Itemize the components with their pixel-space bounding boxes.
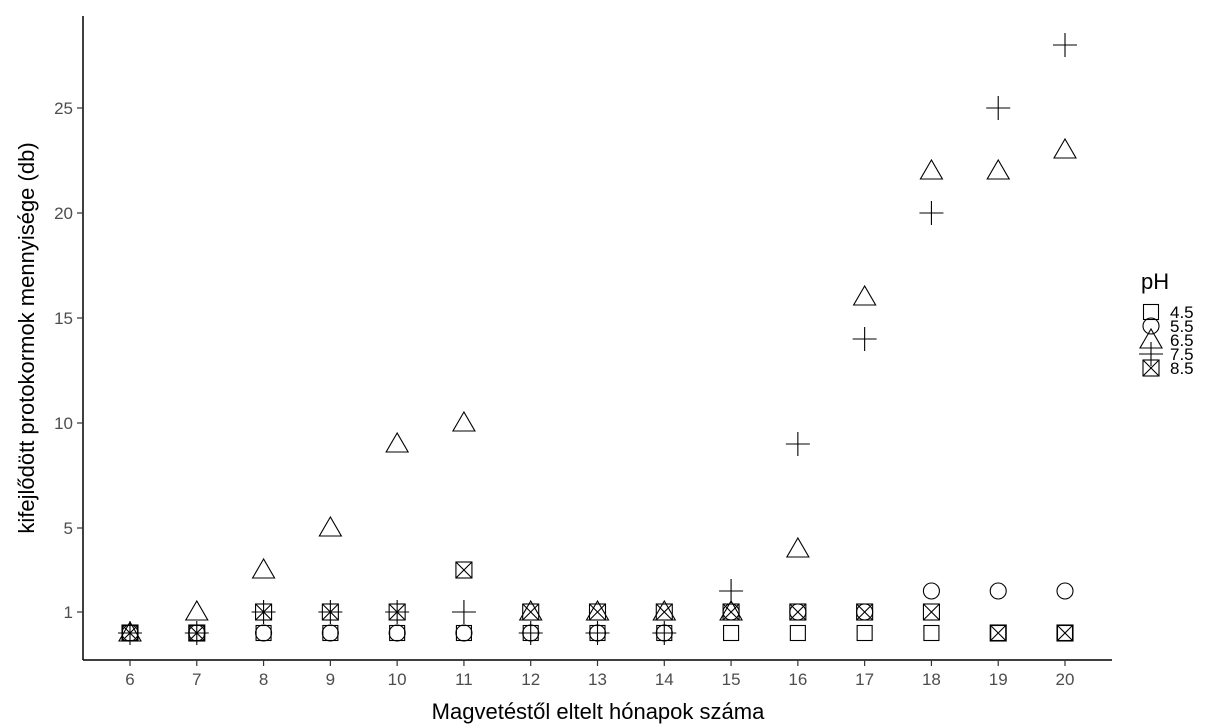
point-plus	[919, 201, 944, 225]
point-circle	[255, 624, 273, 642]
point-square-x	[655, 603, 673, 621]
y-tick-label: 20	[54, 204, 73, 223]
point-triangle	[251, 557, 276, 579]
legend: pH 4.55.56.57.58.5	[1139, 269, 1194, 378]
point-square-x	[121, 624, 139, 642]
point-square	[856, 624, 873, 642]
legend-key-square	[1142, 303, 1160, 321]
x-tick-label: 15	[722, 670, 741, 689]
legend-label: 4.5	[1170, 303, 1194, 322]
x-tick-label: 20	[1056, 670, 1075, 689]
point-plus	[986, 96, 1011, 120]
x-tick-label: 6	[125, 670, 134, 689]
point-circle	[989, 582, 1007, 600]
point-square-x	[722, 603, 740, 621]
x-tick-label: 10	[388, 670, 407, 689]
x-tick-label: 11	[455, 670, 473, 689]
y-tick-label: 15	[54, 309, 73, 328]
point-circle	[1056, 582, 1074, 600]
point-circle	[321, 624, 339, 642]
point-triangle	[1053, 137, 1077, 159]
point-triangle	[785, 536, 810, 558]
point-square-x	[522, 603, 540, 621]
point-plus	[585, 621, 610, 645]
point-square-x	[789, 603, 807, 621]
point-plus	[719, 579, 744, 603]
x-tick-label: 17	[855, 670, 874, 689]
point-square	[255, 624, 272, 642]
point-plus	[518, 621, 543, 645]
point-circle	[455, 624, 473, 642]
point-square-x	[1056, 624, 1074, 642]
x-tick-label: 7	[192, 670, 201, 689]
point-circle	[388, 624, 406, 642]
x-tick-label: 16	[788, 670, 807, 689]
legend-label: 5.5	[1170, 317, 1194, 336]
point-triangle	[385, 431, 410, 453]
legend-key-plus	[1139, 342, 1163, 366]
point-triangle	[184, 599, 209, 621]
point-plus	[785, 432, 810, 456]
x-tick-label: 19	[989, 670, 1008, 689]
point-triangle	[318, 515, 343, 537]
legend-label: 7.5	[1170, 345, 1194, 364]
point-square	[322, 624, 339, 642]
plot-marks	[118, 33, 1077, 645]
x-tick-label: 9	[326, 670, 335, 689]
point-square-x	[188, 624, 206, 642]
point-square	[789, 624, 806, 642]
point-square	[723, 624, 740, 642]
point-plus	[1053, 33, 1077, 57]
y-tick-label: 10	[54, 414, 73, 433]
legend-label: 8.5	[1170, 359, 1194, 378]
legend-key-circle	[1142, 317, 1160, 335]
x-tick-label: 12	[521, 670, 540, 689]
point-triangle	[852, 284, 877, 306]
point-square-x	[922, 603, 940, 621]
x-axis-title: Magvetéstől eltelt hónapok száma	[432, 699, 765, 724]
point-triangle	[919, 158, 944, 180]
point-square-x	[856, 603, 874, 621]
point-plus	[852, 327, 877, 351]
point-square-x	[455, 561, 473, 579]
x-tick-label: 14	[655, 670, 674, 689]
point-square	[389, 624, 406, 642]
point-triangle	[451, 410, 476, 432]
legend-title: pH	[1141, 269, 1169, 294]
point-square-x	[388, 603, 406, 621]
y-tick-label: 1	[64, 603, 73, 622]
x-tick-label: 13	[588, 670, 607, 689]
x-tick-label: 18	[922, 670, 941, 689]
point-triangle	[986, 158, 1011, 180]
point-square-x	[321, 603, 339, 621]
point-square-x	[989, 624, 1007, 642]
legend-label: 6.5	[1170, 331, 1194, 350]
point-square-x	[255, 603, 273, 621]
y-tick-label: 5	[64, 519, 73, 538]
point-circle	[922, 582, 940, 600]
legend-key-square-x	[1142, 359, 1160, 377]
x-axis-ticks: 6 7 8 9 10 11 12 13 14 15 16 17 18 19 20	[125, 660, 1074, 689]
point-square-x	[588, 603, 607, 621]
point-plus	[451, 600, 476, 624]
y-axis-title: kifejlődött protokormok mennyisége (db)	[14, 142, 39, 533]
point-plus	[652, 621, 677, 645]
y-tick-label: 25	[54, 99, 73, 118]
point-square	[923, 624, 940, 642]
x-tick-label: 8	[259, 670, 268, 689]
point-square	[455, 624, 472, 642]
